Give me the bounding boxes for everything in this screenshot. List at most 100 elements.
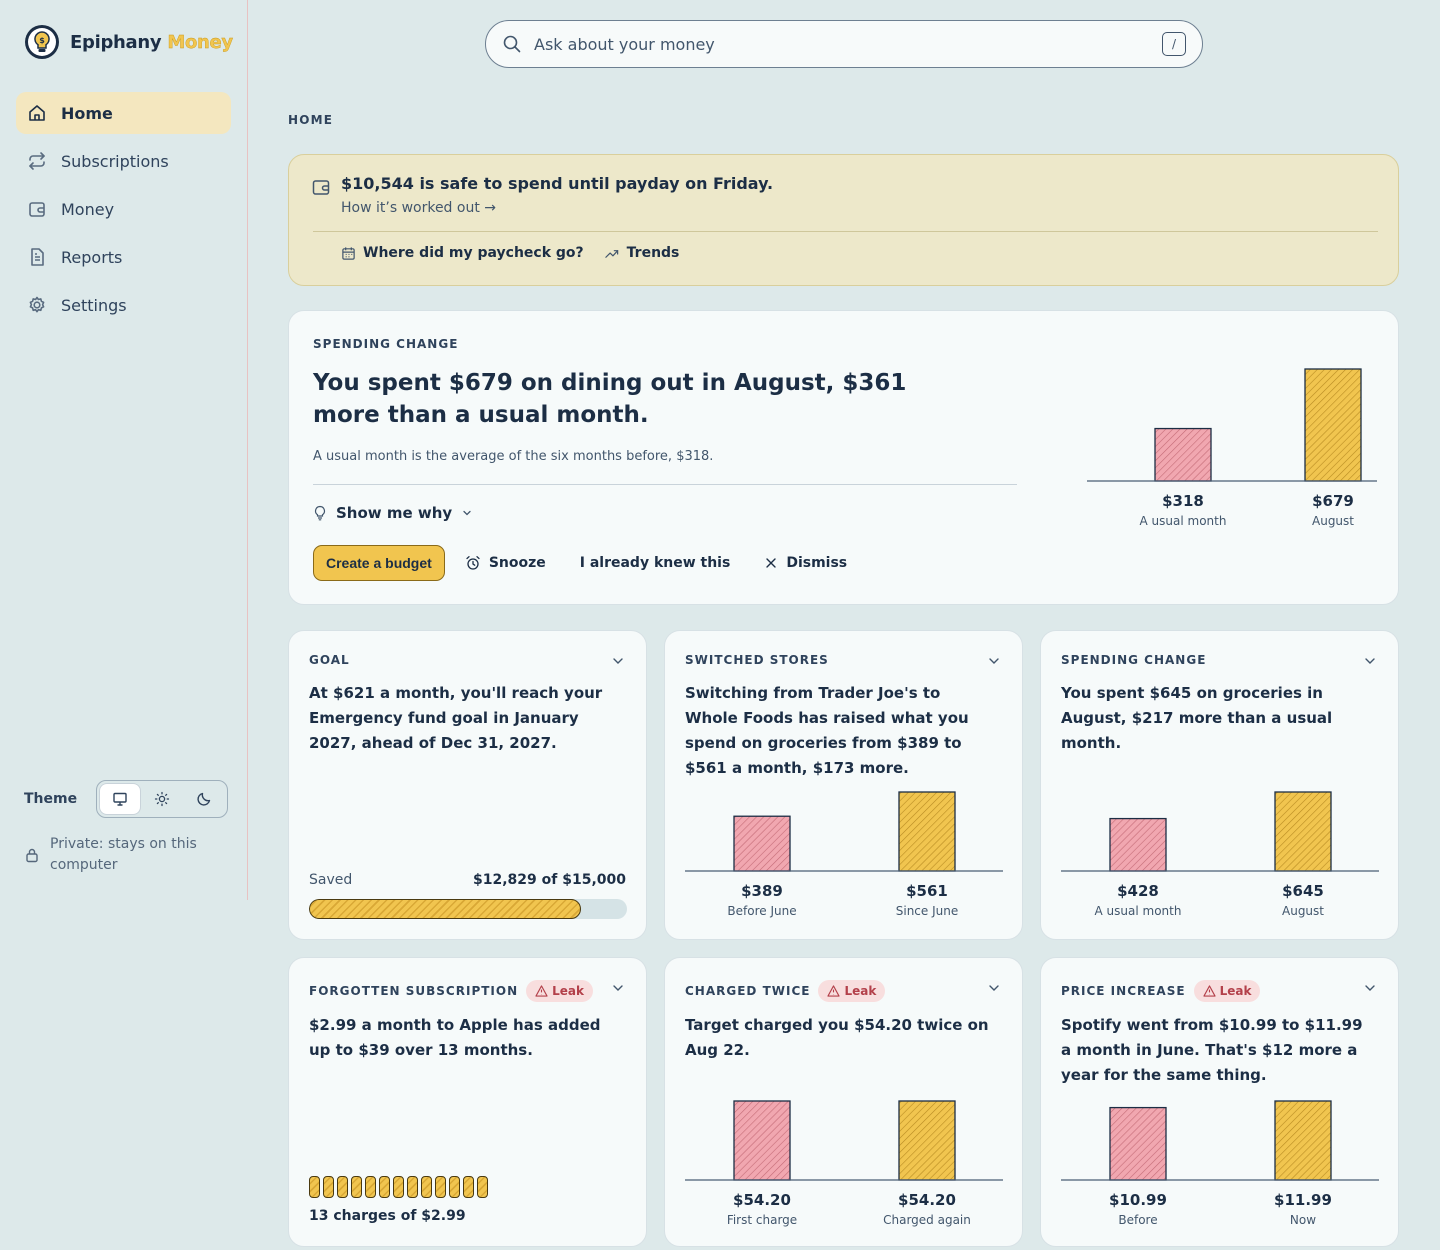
safe-to-spend-banner: $10,544 is safe to spend until payday on…	[288, 154, 1399, 286]
nav-label-settings: Settings	[61, 295, 127, 315]
wallet-icon	[312, 180, 330, 195]
wallet-icon	[29, 202, 45, 217]
main-nav: Home Subscriptions Money Reports Setting…	[16, 92, 231, 332]
chevron-down-icon[interactable]	[610, 653, 626, 669]
theme-system-button[interactable]	[100, 784, 140, 814]
saved-label: Saved	[309, 872, 353, 888]
paycheck-link[interactable]: Where did my paycheck go?	[341, 245, 584, 261]
charged-twice-card: CHARGED TWICE Leak Target charged you $5…	[664, 957, 1023, 1247]
comparison-chart: $10.99 Before $11.99 Now	[1061, 1098, 1379, 1228]
bar-caption-label: Before June	[727, 904, 796, 918]
theme-picker: Theme	[24, 780, 228, 818]
card-actions: Create a budget Snooze I already knew th…	[313, 545, 881, 581]
search-icon	[503, 35, 521, 53]
groceries-spending-change-card: SPENDING CHANGE You spent $645 on grocer…	[1040, 630, 1399, 940]
bar-value-label: $10.99	[1109, 1191, 1167, 1209]
already-knew-button[interactable]: I already knew this	[579, 555, 731, 571]
nav-item-subscriptions[interactable]: Subscriptions	[16, 140, 231, 182]
forgotten-subscription-card: FORGOTTEN SUBSCRIPTION Leak $2.99 a mont…	[288, 957, 647, 1247]
chevron-down-icon[interactable]	[1362, 980, 1378, 996]
show-me-why-toggle[interactable]: Show me why	[313, 504, 473, 522]
search-input[interactable]: Ask about your money	[534, 34, 715, 54]
chevron-down-icon[interactable]	[610, 980, 626, 996]
privacy-note: Private: stays on this computer	[24, 834, 214, 876]
card-title: You spent $645 on groceries in August, $…	[1061, 684, 1333, 752]
bar-caption-label: Now	[1290, 1213, 1316, 1227]
nav-label-home: Home	[61, 103, 113, 123]
switched-stores-card: SWITCHED STORES Switching from Trader Jo…	[664, 630, 1023, 940]
charge-mark	[435, 1176, 446, 1198]
bar-chart-svg: $428 A usual month $645 August	[1061, 791, 1379, 918]
charge-mark	[477, 1176, 488, 1198]
close-icon	[766, 558, 777, 568]
theme-light-button[interactable]	[142, 784, 182, 814]
bar-chart-svg: $318 A usual month $679 August	[1087, 368, 1377, 528]
dismiss-button[interactable]: Dismiss	[764, 555, 847, 571]
privacy-text: Private: stays on this computer	[50, 836, 197, 873]
card-subtitle: A usual month is the average of the six …	[313, 449, 714, 464]
bar-value-label: $389	[741, 882, 783, 900]
bar-before	[1109, 1106, 1167, 1181]
bar-value-label: $54.20	[898, 1191, 956, 1209]
monitor-icon	[113, 792, 127, 806]
leak-badge-label: Leak	[844, 984, 877, 998]
goal-saved-row: Saved $12,829 of $15,000	[309, 872, 626, 888]
safe-to-spend-title: $10,544 is safe to spend until payday on…	[341, 174, 774, 193]
theme-label: Theme	[24, 791, 78, 807]
nav-item-money[interactable]: Money	[16, 188, 231, 230]
bar-caption-label: First charge	[727, 1213, 797, 1227]
bar-caption-label: A usual month	[1095, 904, 1182, 918]
charge-mark	[393, 1176, 404, 1198]
card-label: FORGOTTEN SUBSCRIPTION	[309, 984, 519, 998]
charge-mark	[421, 1176, 432, 1198]
dining-spending-change-card: SPENDING CHANGE You spent $679 on dining…	[288, 310, 1399, 605]
chevron-down-icon[interactable]	[986, 653, 1002, 669]
chevron-down-icon	[463, 510, 471, 516]
lightbulb-logo-icon: $	[25, 25, 59, 59]
leak-badge-label: Leak	[1219, 984, 1252, 998]
bar-caption-label: August	[1282, 904, 1324, 918]
sidebar: $ Epiphany Money Home Subscriptions Mone…	[0, 0, 248, 900]
snooze-label: Snooze	[488, 555, 546, 571]
document-icon	[31, 248, 44, 266]
charge-tally	[309, 1176, 488, 1198]
svg-text:$: $	[39, 36, 45, 45]
bar-chart-svg: $10.99 Before $11.99 Now	[1061, 1100, 1379, 1227]
bar-value-label: $645	[1282, 882, 1324, 900]
app-name-accent: Money	[167, 31, 233, 53]
nav-item-reports[interactable]: Reports	[16, 236, 231, 278]
chevron-down-icon[interactable]	[986, 980, 1002, 996]
snooze-button[interactable]: Snooze	[465, 555, 546, 571]
paycheck-link-label: Where did my paycheck go?	[363, 245, 584, 261]
how-worked-out-link[interactable]: How it’s worked out →	[341, 200, 497, 216]
goal-card: GOAL At $621 a month, you'll reach your …	[288, 630, 647, 940]
nav-item-settings[interactable]: Settings	[16, 284, 231, 326]
comparison-chart: $54.20 First charge $54.20 Charged again	[685, 1098, 1003, 1228]
create-budget-button[interactable]: Create a budget	[313, 545, 445, 581]
app-logo[interactable]: $ Epiphany Money	[24, 24, 233, 60]
show-me-why-label: Show me why	[336, 504, 453, 522]
goal-progress-fill	[309, 899, 581, 919]
search-bar[interactable]: Ask about your money /	[485, 20, 1203, 68]
chevron-down-icon[interactable]	[1362, 653, 1378, 669]
card-label: SPENDING CHANGE	[313, 337, 459, 351]
nav-item-home[interactable]: Home	[16, 92, 231, 134]
trends-link[interactable]: Trends	[604, 245, 679, 261]
nav-label-reports: Reports	[61, 247, 123, 267]
charge-mark	[449, 1176, 460, 1198]
charge-mark	[379, 1176, 390, 1198]
warning-icon	[535, 985, 548, 997]
charges-caption: 13 charges of $2.99	[309, 1208, 466, 1224]
saved-value: $12,829 of $15,000	[473, 872, 626, 888]
app-name: Epiphany	[70, 31, 162, 53]
alarm-clock-icon	[466, 556, 480, 570]
lightbulb-icon	[314, 505, 326, 521]
bar-value-label: $428	[1117, 882, 1159, 900]
bar-chart-svg: $389 Before June $561 Since June	[685, 791, 1003, 918]
charge-mark	[309, 1176, 320, 1198]
card-label: SWITCHED STORES	[685, 653, 829, 667]
card-title: At $621 a month, you'll reach your Emerg…	[309, 684, 603, 752]
bar-after	[898, 1100, 956, 1181]
divider	[313, 484, 1017, 485]
theme-dark-button[interactable]	[184, 784, 224, 814]
